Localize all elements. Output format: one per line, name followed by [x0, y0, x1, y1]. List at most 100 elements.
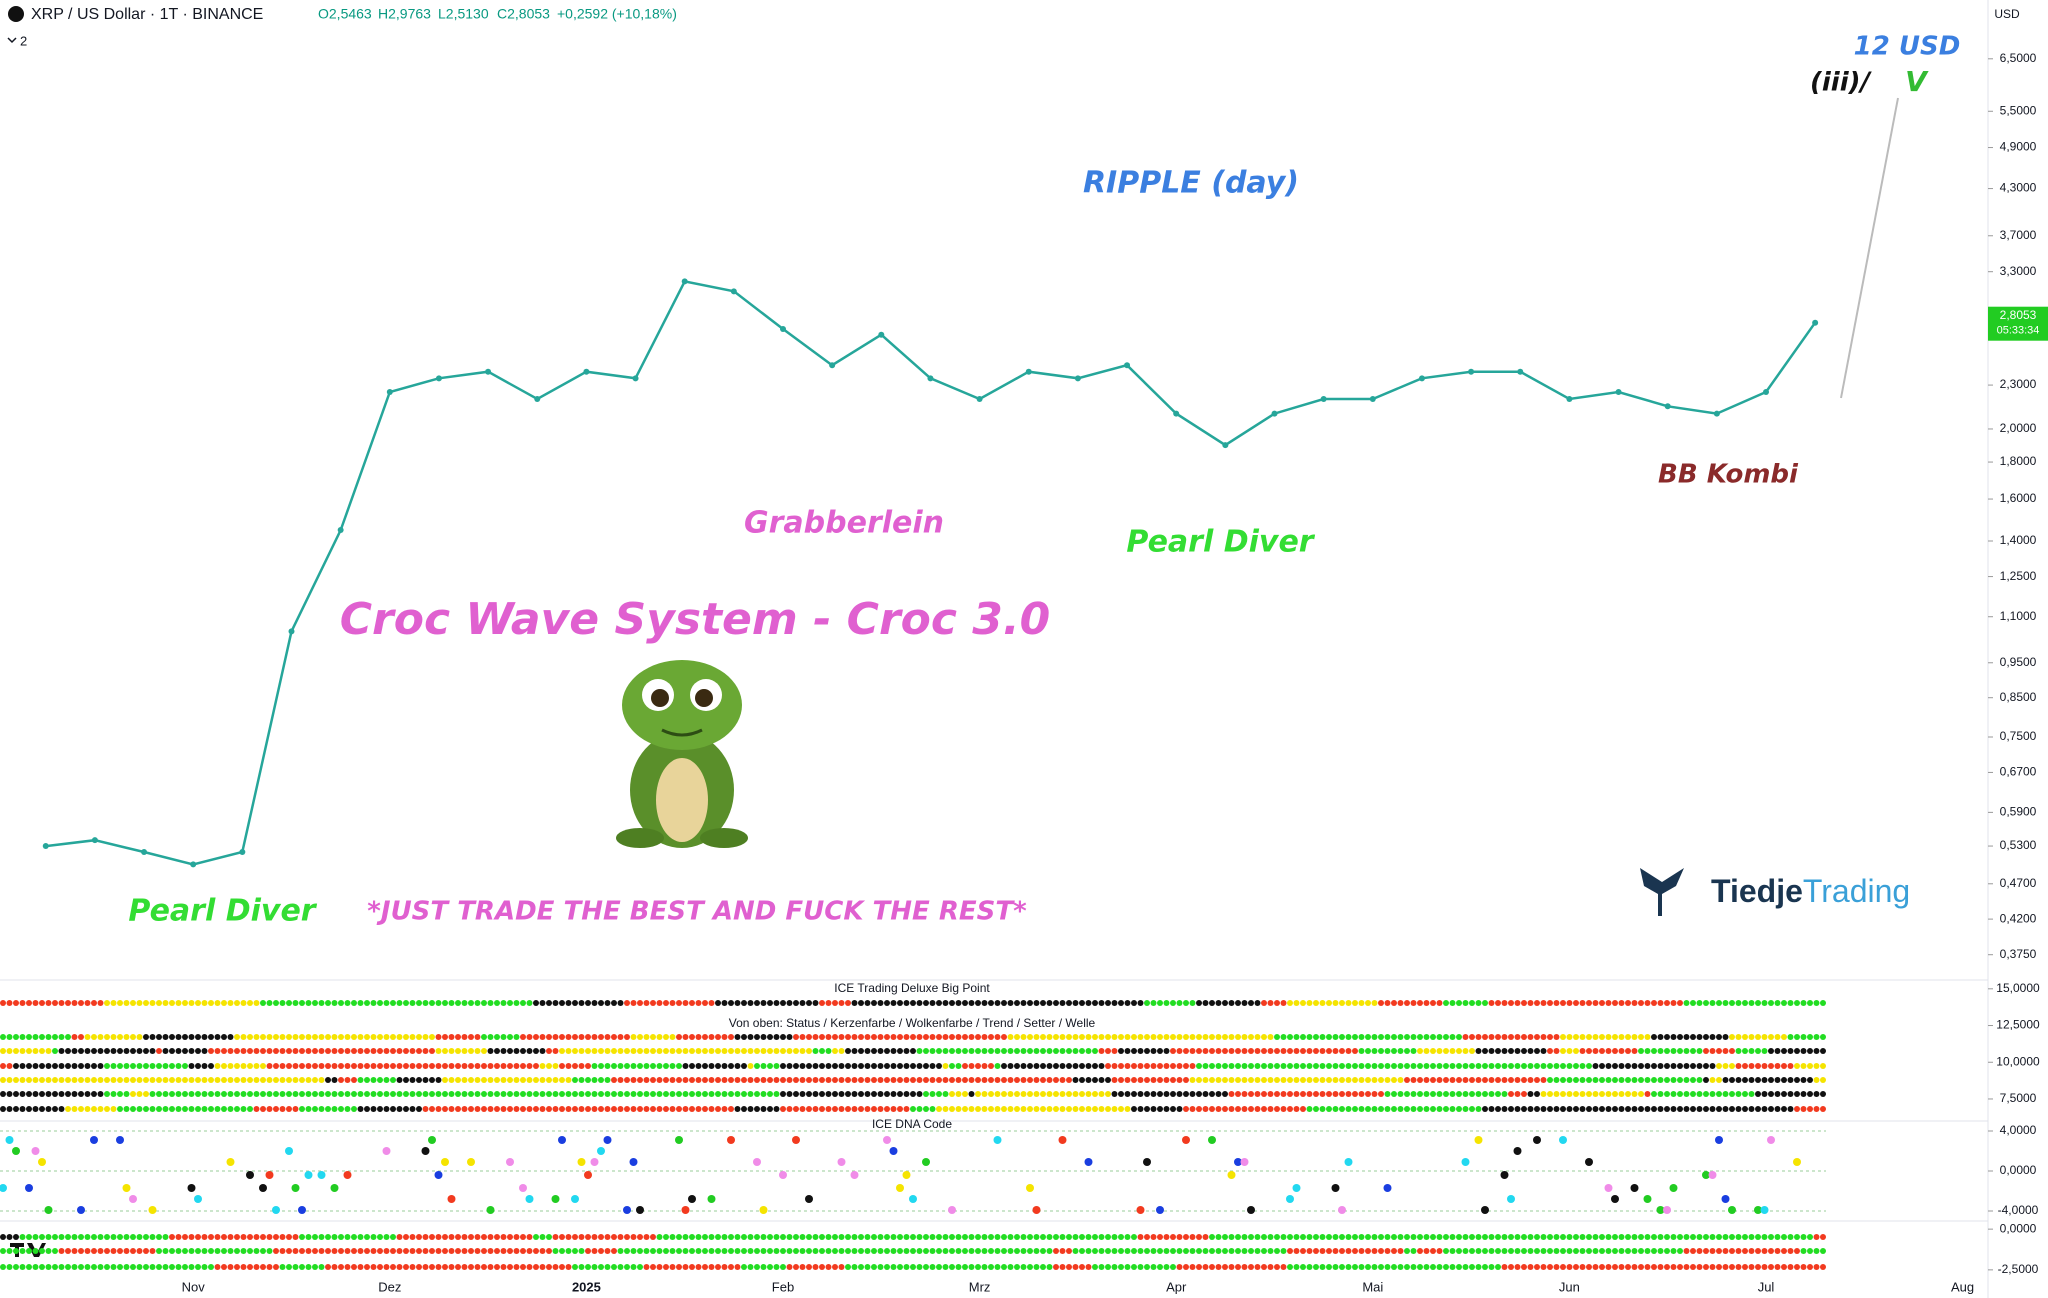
indicator-dot — [617, 1063, 624, 1069]
indicator-dot — [806, 1034, 812, 1040]
indicator-dot — [429, 1000, 435, 1006]
indicator-dot — [1605, 1048, 1612, 1054]
indicator-dot — [923, 1063, 929, 1069]
indicator-dot — [1475, 1106, 1482, 1112]
indicator-dot — [1625, 1264, 1631, 1270]
indicator-dot — [260, 1000, 266, 1006]
indicator-dot — [32, 1106, 39, 1112]
indicator-dot — [910, 1234, 916, 1240]
indicator-dot — [734, 1234, 741, 1240]
symbol[interactable]: XRP / US Dollar · 1T · BINANCE — [31, 6, 263, 23]
indicator-dot — [734, 1264, 741, 1270]
indicator-dot — [201, 1034, 208, 1040]
indicator-dot — [279, 1034, 286, 1040]
indicator-dot — [1157, 1091, 1163, 1097]
indicator-dot — [1729, 1034, 1735, 1040]
indicator-dot — [793, 1000, 799, 1006]
indicator-dot — [838, 1048, 845, 1054]
indicator-dot — [715, 1234, 721, 1240]
indicator-dot — [1586, 1077, 1592, 1083]
indicator-dot — [214, 1077, 221, 1083]
indicator-dot — [1118, 1077, 1124, 1083]
indicator-dot — [1358, 1048, 1365, 1054]
indicator-dot — [689, 1248, 695, 1254]
indicator-dot — [1267, 1264, 1274, 1270]
indicator-dot — [71, 1063, 78, 1069]
dna-dot — [1474, 1136, 1483, 1144]
indicator-dot — [26, 1048, 32, 1054]
indicator-dot — [6, 1248, 13, 1254]
indicator-dot — [981, 1048, 988, 1054]
indicator-dot — [383, 1034, 390, 1040]
indicator-dot — [1540, 1106, 1547, 1112]
indicator-dot — [1573, 1000, 1579, 1006]
indicator-dot — [624, 1048, 630, 1054]
indicator-dot — [1651, 1063, 1657, 1069]
indicator-dot — [234, 1248, 240, 1254]
indicator-dot — [1131, 1091, 1137, 1097]
indicator-dot — [110, 1234, 117, 1240]
dna-dot — [792, 1136, 800, 1144]
indicator-dot — [136, 1034, 143, 1040]
indicator-dot — [1690, 1000, 1696, 1006]
indicator-dot — [1449, 1106, 1456, 1112]
indicator-dot — [533, 1077, 539, 1083]
indicator-dot — [1072, 1077, 1079, 1083]
indicator-dot — [591, 1048, 598, 1054]
indicator-dot — [175, 1248, 182, 1254]
indicator-dot — [936, 1034, 942, 1040]
currency[interactable]: USD — [1994, 7, 2020, 21]
indicator-dot — [1501, 1048, 1508, 1054]
indicator-dot — [1293, 1000, 1300, 1006]
indicator-dot — [559, 1106, 565, 1112]
indicator-dot — [1092, 1034, 1098, 1040]
indicator-dot — [1254, 1048, 1261, 1054]
indicator-dot — [1488, 1048, 1495, 1054]
indicator-dot — [1735, 1063, 1742, 1069]
indicator-dot — [1365, 1234, 1371, 1240]
indicator-dot — [591, 1248, 598, 1254]
indicator-dot — [884, 1234, 890, 1240]
indicator-dot — [1787, 1091, 1794, 1097]
indicator-dot — [292, 1264, 299, 1270]
indicator-dot — [130, 1264, 136, 1270]
indicator-dot — [221, 1063, 227, 1069]
indicator-dot — [585, 1248, 591, 1254]
indicator-dot — [1540, 1048, 1547, 1054]
indicator-dot — [1475, 1000, 1482, 1006]
indicator-dot — [1586, 1091, 1592, 1097]
indicator-dot — [461, 1077, 468, 1083]
indicator-dot — [1527, 1106, 1534, 1112]
indicator-dot — [1124, 1063, 1131, 1069]
indicator-dot — [1339, 1048, 1345, 1054]
indicator-dot — [1332, 1091, 1339, 1097]
indicator-dot — [962, 1048, 968, 1054]
indicator-dot — [1748, 1077, 1755, 1083]
indicator-dot — [1553, 1077, 1560, 1083]
indicator-dot — [1475, 1034, 1482, 1040]
indicator-dot — [175, 1000, 182, 1006]
collapse-toggle[interactable]: 2 — [20, 33, 27, 48]
indicator-dot — [279, 1077, 286, 1083]
indicator-dot — [1768, 1034, 1774, 1040]
indicator-dot — [1209, 1106, 1215, 1112]
indicator-dot — [507, 1034, 513, 1040]
brand-logo — [1640, 868, 1684, 916]
indicator-dot — [988, 1106, 994, 1112]
indicator-dot — [429, 1234, 435, 1240]
dna-dot — [1767, 1136, 1775, 1144]
indicator-dot — [162, 1034, 169, 1040]
indicator-dot — [793, 1091, 799, 1097]
indicator-dot — [1755, 1106, 1761, 1112]
indicator-dot — [760, 1048, 767, 1054]
annotation: (iii)/ — [1810, 68, 1873, 98]
indicator-dot — [84, 1106, 91, 1112]
indicator-dot — [1527, 1234, 1534, 1240]
indicator-dot — [1254, 1034, 1261, 1040]
indicator-dot — [1820, 1264, 1826, 1270]
indicator-dot — [806, 1063, 812, 1069]
indicator-dot — [435, 1248, 442, 1254]
indicator-dot — [1222, 1063, 1228, 1069]
indicator-dot — [201, 1063, 208, 1069]
indicator-dot — [708, 1048, 715, 1054]
